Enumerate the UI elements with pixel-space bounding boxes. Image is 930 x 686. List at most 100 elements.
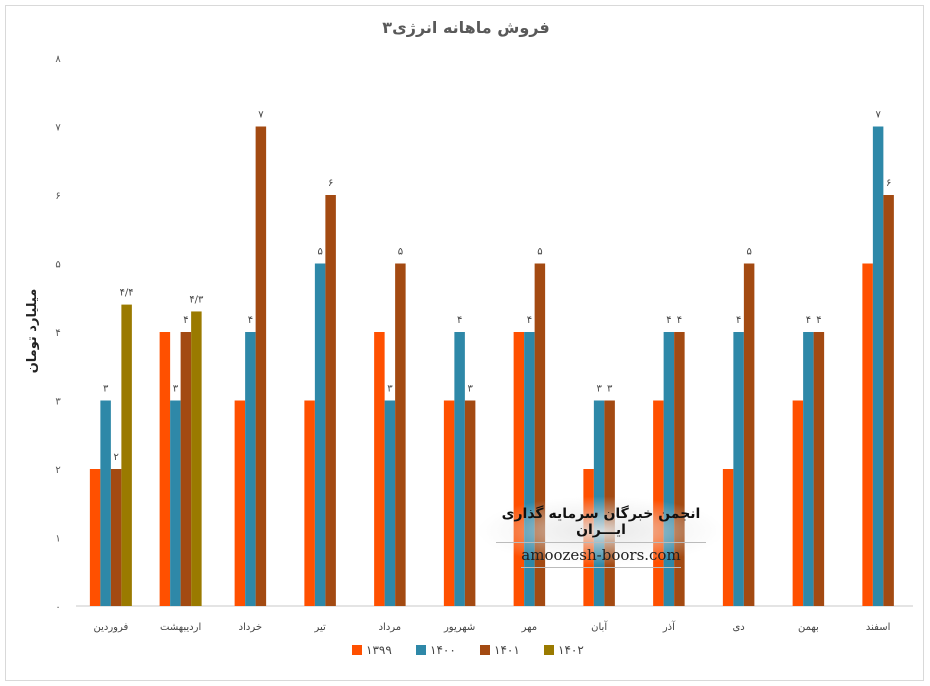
y-tick-label: ۴ (55, 328, 60, 339)
bar (722, 469, 734, 606)
data-label: ۳ (607, 384, 613, 395)
data-label: ۴ (677, 315, 682, 326)
bar (89, 469, 101, 606)
bar (813, 332, 825, 606)
bar (792, 400, 804, 606)
data-label: ۴ (527, 315, 532, 326)
bar (803, 332, 814, 606)
y-axis-label: میلیارد تومان (25, 289, 40, 374)
bar (733, 332, 744, 606)
data-label: ۳ (596, 384, 602, 395)
chart-frame: فروش ماهانه انرژی۳ میلیارد تومان ۰ ۱ ۲ ۳ ۴ ۵ ۶… (5, 5, 924, 681)
legend-swatch (480, 645, 490, 655)
watermark-title: انجمن خبرگان سرمایه گذاری ایـــران (501, 506, 701, 538)
bar (304, 400, 315, 606)
category-label: اردیبهشت (160, 622, 201, 633)
category-label: شهریور (443, 622, 475, 633)
y-tick-label: ۸ (55, 54, 61, 65)
y-tick-label: ۶ (55, 191, 60, 202)
bar (663, 332, 675, 606)
bar-chart: فروش ماهانه انرژی۳ میلیارد تومان ۰ ۱ ۲ ۳ ۴ ۵ ۶… (25, 18, 913, 657)
category-label: خرداد (239, 622, 262, 633)
bar (234, 400, 246, 606)
bar (534, 263, 546, 606)
y-tick-label: ۲ (55, 465, 60, 476)
data-label: ۳ (467, 384, 473, 395)
legend-swatch (544, 645, 554, 655)
watermark-url: amoozesh-boors.com (521, 546, 681, 564)
bar (314, 263, 326, 606)
legend-label: ۱۴۰۱ (494, 643, 520, 657)
chart-title: فروش ماهانه انرژی۳ (382, 18, 549, 37)
data-label: ۵ (317, 247, 322, 258)
bar (524, 332, 535, 606)
data-label: ۴ (736, 315, 741, 326)
legend-swatch (352, 645, 362, 655)
y-tick-label: ۷ (55, 123, 61, 134)
data-label: ۳ (387, 384, 393, 395)
category-label: مرداد (379, 622, 402, 633)
data-label: ۴ (816, 315, 821, 326)
bar (872, 126, 884, 606)
bar (384, 400, 396, 606)
data-label: ۷ (875, 110, 881, 121)
legend: ۱۳۹۹ ۱۴۰۰ ۱۴۰۱ ۱۴۰۲ (352, 643, 584, 657)
bar (170, 400, 181, 606)
bar (191, 311, 202, 606)
y-axis-ticks: ۰ ۱ ۲ ۳ ۴ ۵ ۶ ۷ ۸ (55, 54, 61, 613)
category-labels: فروردین اردیبهشت خرداد تیر مرداد شهریور مهر آبا… (93, 620, 890, 633)
data-label: ۷ (258, 110, 264, 121)
bar (862, 263, 873, 606)
bar (159, 332, 171, 606)
bar (443, 400, 455, 606)
y-tick-label: ۳ (55, 397, 61, 408)
y-tick-label: ۱ (55, 534, 60, 545)
data-label: ۳ (173, 384, 179, 395)
bar (374, 332, 385, 606)
bar (121, 304, 132, 606)
data-label: ۴ (248, 315, 253, 326)
category-label: تیر (313, 622, 326, 633)
legend-label: ۱۴۰۲ (558, 643, 584, 657)
bar (245, 332, 256, 606)
data-label: ۵ (398, 247, 403, 258)
category-label: آبان (591, 620, 608, 633)
watermark-divider-bottom (521, 567, 681, 568)
bars-group (89, 126, 894, 606)
data-label: ۶ (886, 178, 891, 189)
watermark: انجمن خبرگان سرمایه گذاری ایـــران amooz… (476, 496, 726, 568)
bar (255, 126, 267, 606)
data-label: ۶ (328, 178, 333, 189)
category-label: اسفند (866, 622, 890, 633)
bar (513, 332, 525, 606)
category-label: دی (732, 622, 744, 633)
legend-swatch (416, 645, 426, 655)
bar (674, 332, 685, 606)
legend-label: ۱۴۰۰ (430, 643, 456, 657)
bar (325, 195, 336, 606)
bar (110, 469, 122, 606)
data-label: ۵ (746, 247, 751, 258)
data-label: ۲ (113, 452, 118, 463)
data-label: ۳ (103, 384, 109, 395)
bar (180, 332, 192, 606)
data-label: ۴ (457, 315, 462, 326)
category-label: فروردین (93, 622, 128, 633)
category-label: مهر (521, 622, 537, 633)
watermark-divider (496, 542, 706, 543)
bar (395, 263, 406, 606)
bar (743, 263, 755, 606)
y-tick-label: ۵ (55, 260, 60, 271)
legend-label: ۱۳۹۹ (366, 643, 392, 657)
data-label: ۴ (666, 315, 671, 326)
data-label: ۴ (806, 315, 811, 326)
bar (883, 195, 894, 606)
bar (454, 332, 465, 606)
y-tick-label: ۰ (55, 602, 60, 613)
bar (100, 400, 111, 606)
data-label: ۴/۳ (189, 294, 204, 305)
data-label: ۴/۴ (120, 288, 134, 299)
data-label: ۴ (183, 315, 188, 326)
data-label: ۵ (537, 247, 542, 258)
